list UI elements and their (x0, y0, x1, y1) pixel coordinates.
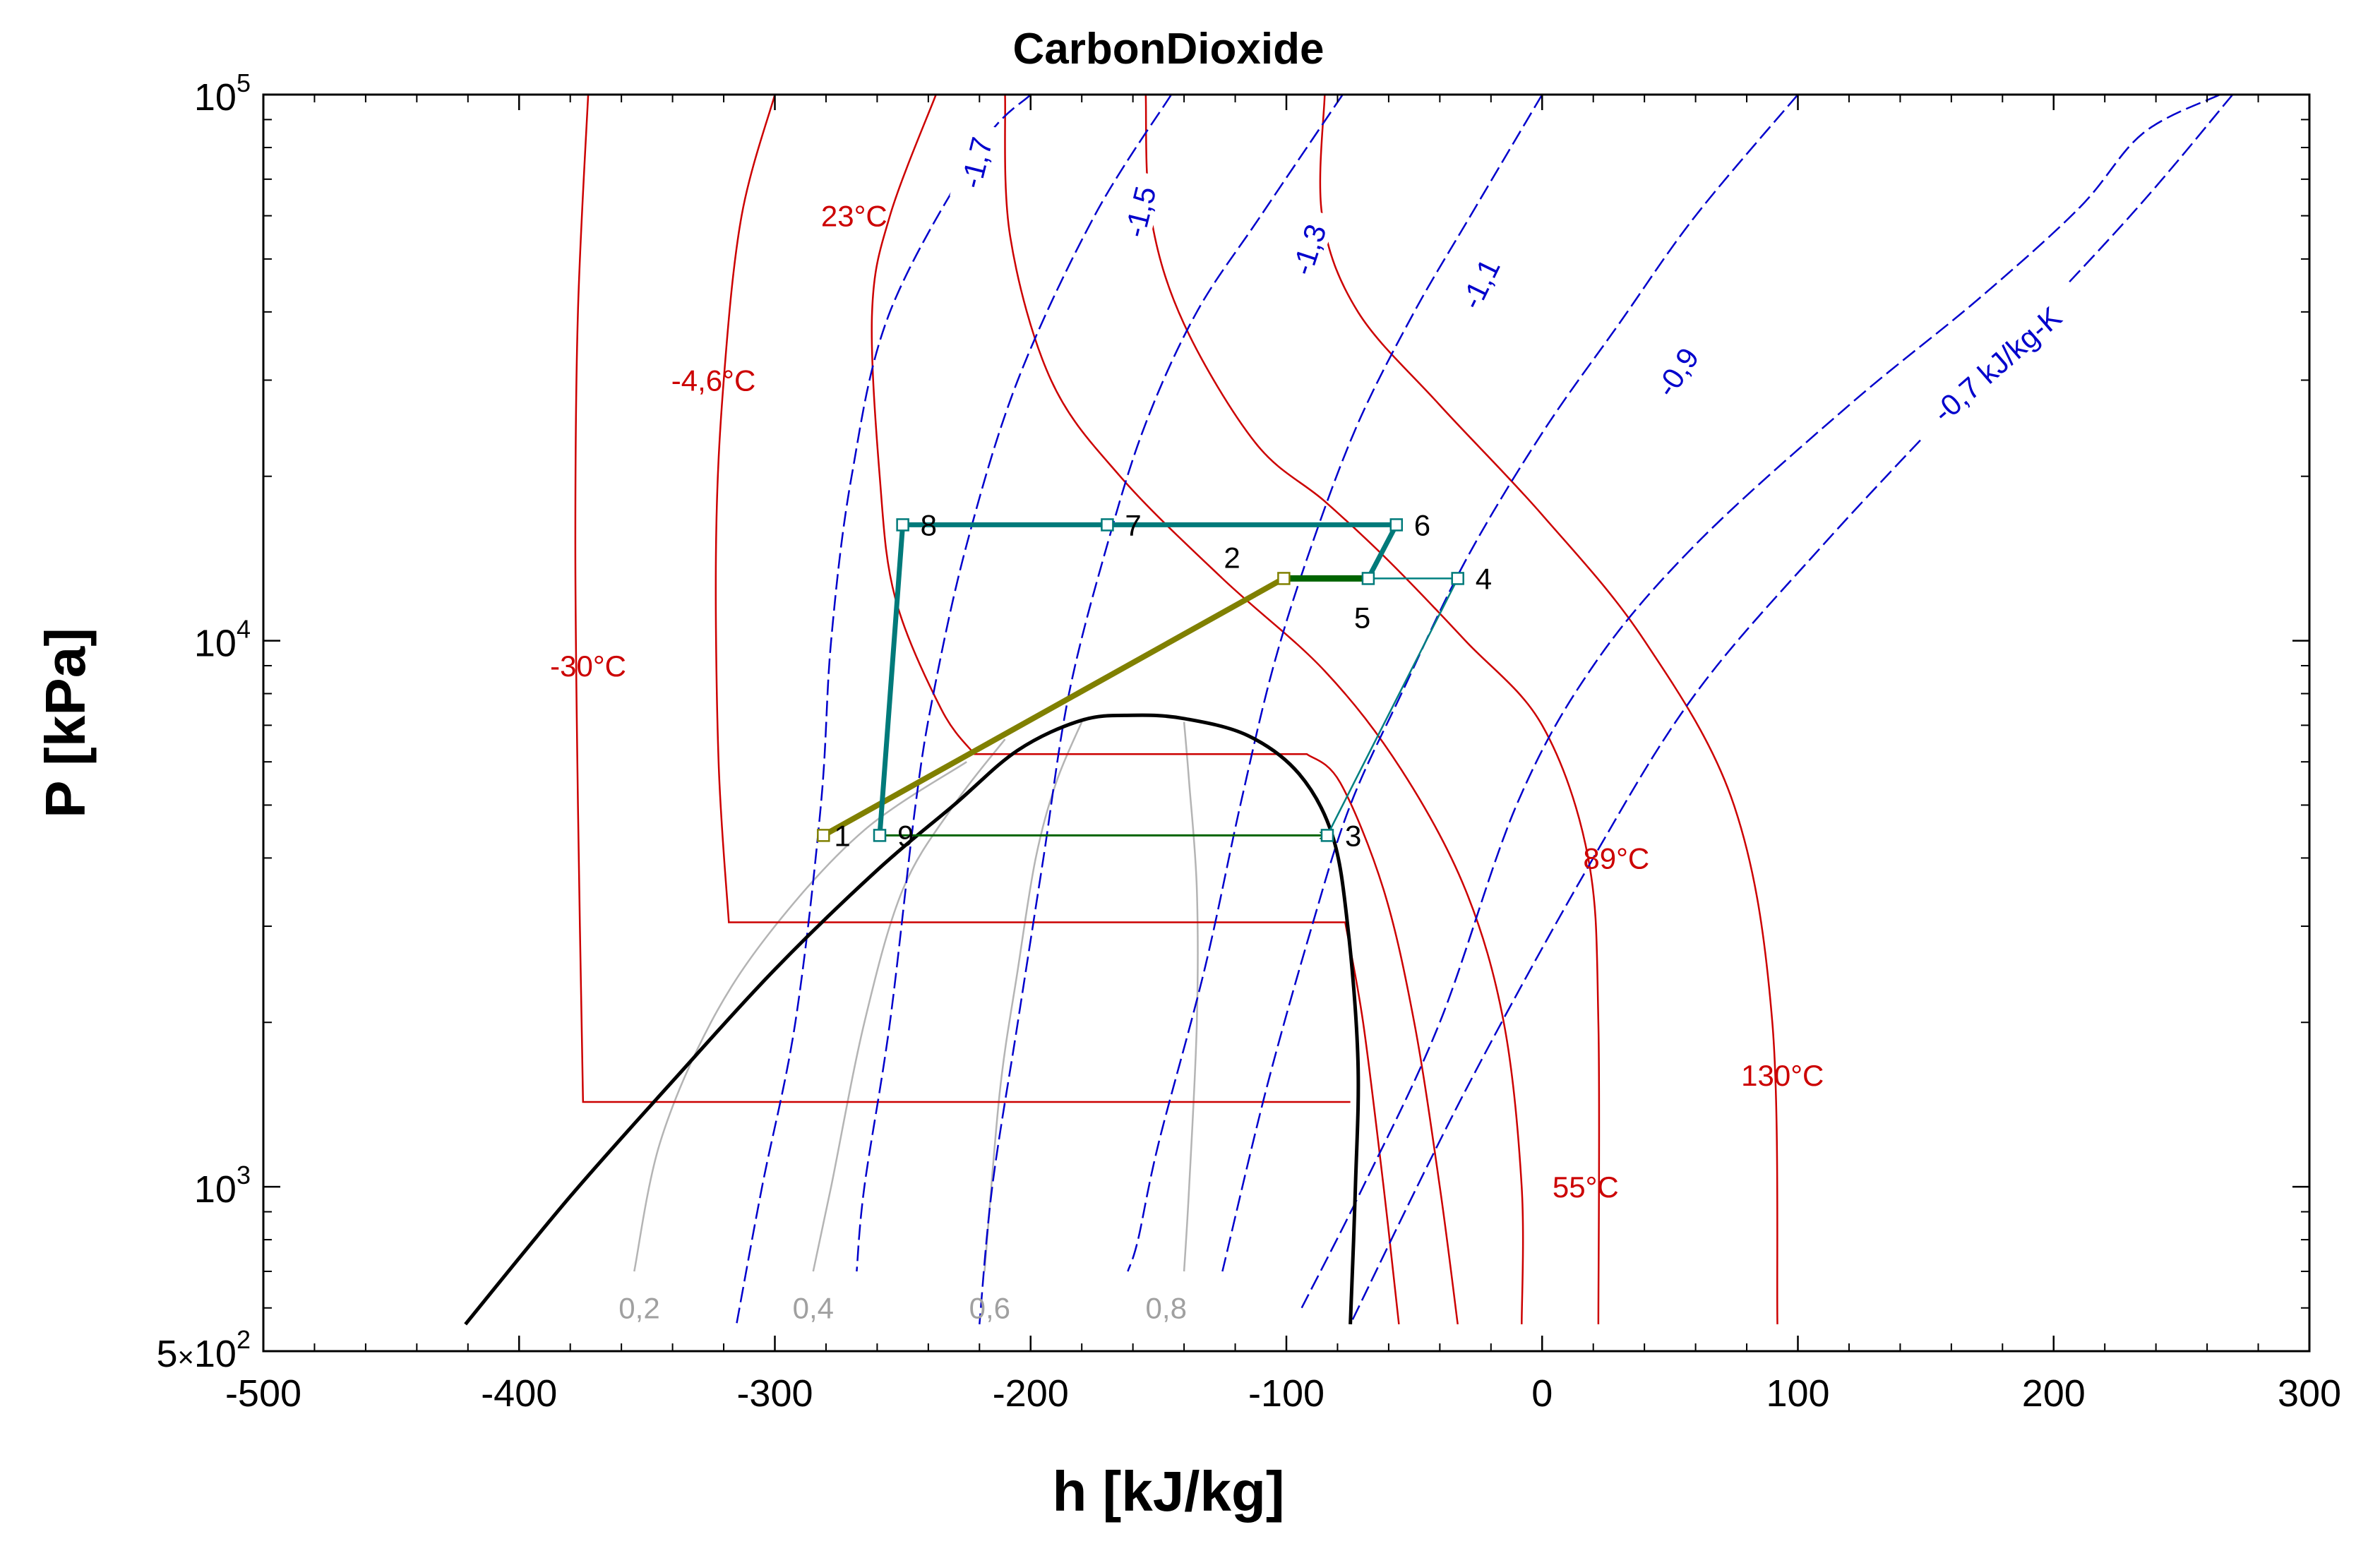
x-tick-label-8: 300 (2278, 1372, 2341, 1415)
chart-title: CarbonDioxide (1013, 25, 1324, 73)
x-tick-label-4: -100 (1248, 1372, 1324, 1415)
state-point-label-9: 9 (897, 819, 914, 852)
y-tick-label-3: 5×102 (156, 1325, 251, 1375)
quality-line-2 (983, 721, 1083, 1272)
cycle-path: 1 2 3 4 5 6 7 8 9 (817, 508, 1492, 852)
state-point-6 (1389, 518, 1404, 532)
x-tick-label-1: -400 (481, 1372, 557, 1415)
isotherm-line-1 (714, 95, 1400, 1325)
x-tick-label-5: 0 (1531, 1372, 1553, 1415)
x-tick-label-7: 200 (2022, 1372, 2086, 1415)
state-point-label-3: 3 (1345, 819, 1361, 852)
quality-label-3: 0,8 (1146, 1292, 1187, 1325)
state-point-2 (1277, 572, 1291, 585)
y-tick-label-1: 104 (194, 615, 251, 665)
isotherm-label-1: -4,6°C (671, 364, 756, 397)
y-tick-label-0: 105 (194, 68, 251, 119)
state-point-3 (1320, 829, 1334, 842)
cycle-segment-8-9 (877, 522, 906, 838)
isotherm-line-3 (1004, 95, 1524, 1324)
isentrope-label-backdrop-3 (1447, 241, 1512, 326)
cycle-segment-3-4 (1326, 577, 1459, 837)
isentrope-line-5 (1300, 95, 2220, 1309)
y-axis-label: P [kPa] (34, 628, 97, 818)
quality-line-0 (633, 761, 967, 1272)
state-point-label-1: 1 (834, 819, 850, 852)
state-point-7 (1101, 518, 1114, 532)
isentrope-label-backdrop-5 (1905, 281, 2088, 447)
isotherm-line-5 (1319, 95, 1778, 1324)
state-point-8 (896, 518, 909, 532)
state-point-4 (1451, 572, 1464, 585)
state-point-9 (873, 829, 887, 842)
isentrope-label-group-1: -1,5 (1113, 169, 1166, 253)
saturation-dome-line (464, 713, 1361, 1326)
isentrope-line-6 (1349, 95, 2234, 1325)
x-axis-label: h [kJ/kg] (1053, 1460, 1285, 1523)
quality-label-1: 0,4 (793, 1292, 834, 1325)
isotherm-label-0: -30°C (550, 649, 626, 683)
x-tick-label-6: 100 (1766, 1372, 1829, 1415)
state-point-label-7: 7 (1125, 508, 1141, 541)
state-point-label-6: 6 (1414, 508, 1430, 541)
state-point-label-5: 5 (1354, 601, 1370, 634)
y-tick-label-2: 103 (194, 1161, 251, 1211)
isentrope-label-backdrop-1 (1113, 169, 1166, 253)
isotherm-label-5: 130°C (1741, 1059, 1824, 1092)
isotherm-lines (574, 95, 1778, 1325)
isentrope-label-backdrop-4 (1640, 330, 1713, 414)
isotherm-line-4 (1144, 95, 1601, 1324)
isentrope-line-0 (735, 95, 1031, 1325)
quality-label-0: 0,2 (618, 1292, 659, 1325)
isentrope-line-2 (979, 95, 1344, 1325)
axis-ticks: -500 -400 -300 -200 -100 0 100 200 300 105 104 103 5… (156, 68, 2341, 1415)
isentrope-line-1 (856, 95, 1173, 1272)
isotherm-label-2: 23°C (821, 200, 887, 233)
state-point-5 (1361, 572, 1375, 585)
isentrope-label-backdrop-0 (950, 120, 1002, 205)
quality-line-3 (1183, 721, 1199, 1272)
isotherm-label-3: 55°C (1553, 1170, 1619, 1204)
isotherm-label-4: 89°C (1583, 841, 1649, 875)
isentrope-line-3 (1127, 95, 1543, 1272)
x-tick-label-0: -500 (225, 1372, 301, 1415)
saturation-dome (464, 713, 1361, 1326)
state-point-label-8: 8 (921, 508, 937, 541)
x-tick-label-3: -200 (993, 1372, 1069, 1415)
isotherm-line-0 (574, 95, 1351, 1103)
isentrope-label-backdrop-2 (1279, 207, 1336, 292)
quality-label-2: 0,6 (969, 1292, 1010, 1325)
state-point-1 (817, 829, 830, 842)
cycle-segment-1-2 (820, 575, 1287, 839)
plot-frame (262, 93, 2311, 1353)
x-tick-label-2: -300 (736, 1372, 813, 1415)
state-point-label-4: 4 (1476, 562, 1492, 595)
cycle-segment-5-6 (1365, 522, 1399, 581)
isotherm-line-2 (871, 95, 1459, 1325)
state-point-label-2: 2 (1224, 541, 1240, 574)
